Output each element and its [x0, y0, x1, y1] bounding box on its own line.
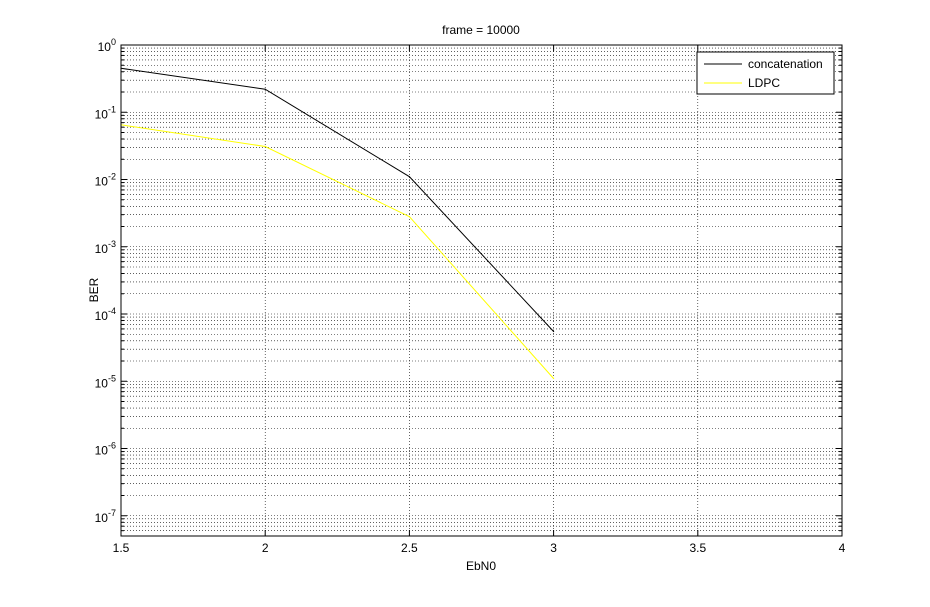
data-point-concatenation: [553, 330, 555, 333]
x-tick-label: 3: [550, 541, 557, 555]
y-tick-exponent: -3: [108, 239, 116, 249]
y-tick-label: 10-3: [95, 239, 116, 256]
y-tick-label: 10-2: [95, 172, 116, 189]
y-tick-exponent: -2: [108, 172, 116, 182]
x-tick-label: 1.5: [113, 541, 130, 555]
y-tick-label: 10-6: [95, 441, 116, 458]
y-tick-exponent: -7: [108, 508, 116, 518]
legend-label-concatenation: concatenation: [748, 57, 823, 71]
data-point-ldpc: [553, 377, 555, 380]
y-tick-exponent: -4: [108, 306, 116, 316]
y-tick-label: 10-7: [95, 508, 116, 525]
x-tick-label: 2.5: [401, 541, 418, 555]
y-axis-label: BER: [87, 277, 101, 302]
y-tick-exponent: -6: [108, 441, 116, 451]
data-point-concatenation: [408, 176, 410, 178]
x-tick-labels: 1.5 2 2.5 3 3.5 4: [113, 541, 846, 555]
grid-lines: [120, 44, 843, 537]
series-line-concatenation: [120, 67, 554, 332]
legend-box: [696, 51, 835, 95]
legend-label-ldpc: LDPC: [748, 76, 780, 90]
x-tick-label: 3.5: [689, 541, 706, 555]
y-tick-exponent: -1: [108, 104, 116, 114]
y-tick-label: 100: [98, 37, 116, 54]
x-tick-label: 4: [839, 541, 846, 555]
y-tick-exponent: 0: [111, 37, 116, 47]
y-tick-exponent: -5: [108, 373, 116, 383]
data-point-ldpc: [408, 216, 410, 218]
series-line-ldpc: [120, 124, 554, 379]
plot-area: [121, 45, 842, 536]
data-point-concatenation: [264, 88, 266, 90]
chart-title: frame = 10000: [442, 23, 520, 37]
plot-frame: [120, 44, 843, 537]
x-axis-label: EbN0: [466, 559, 496, 573]
y-tick-label: 10-1: [95, 104, 116, 121]
x-tick-label: 2: [262, 541, 269, 555]
y-tick-label: 10-5: [95, 373, 116, 390]
y-tick-label: 10-4: [95, 306, 116, 323]
data-point-ldpc: [264, 145, 266, 148]
legend: concatenation LDPC: [696, 51, 835, 95]
